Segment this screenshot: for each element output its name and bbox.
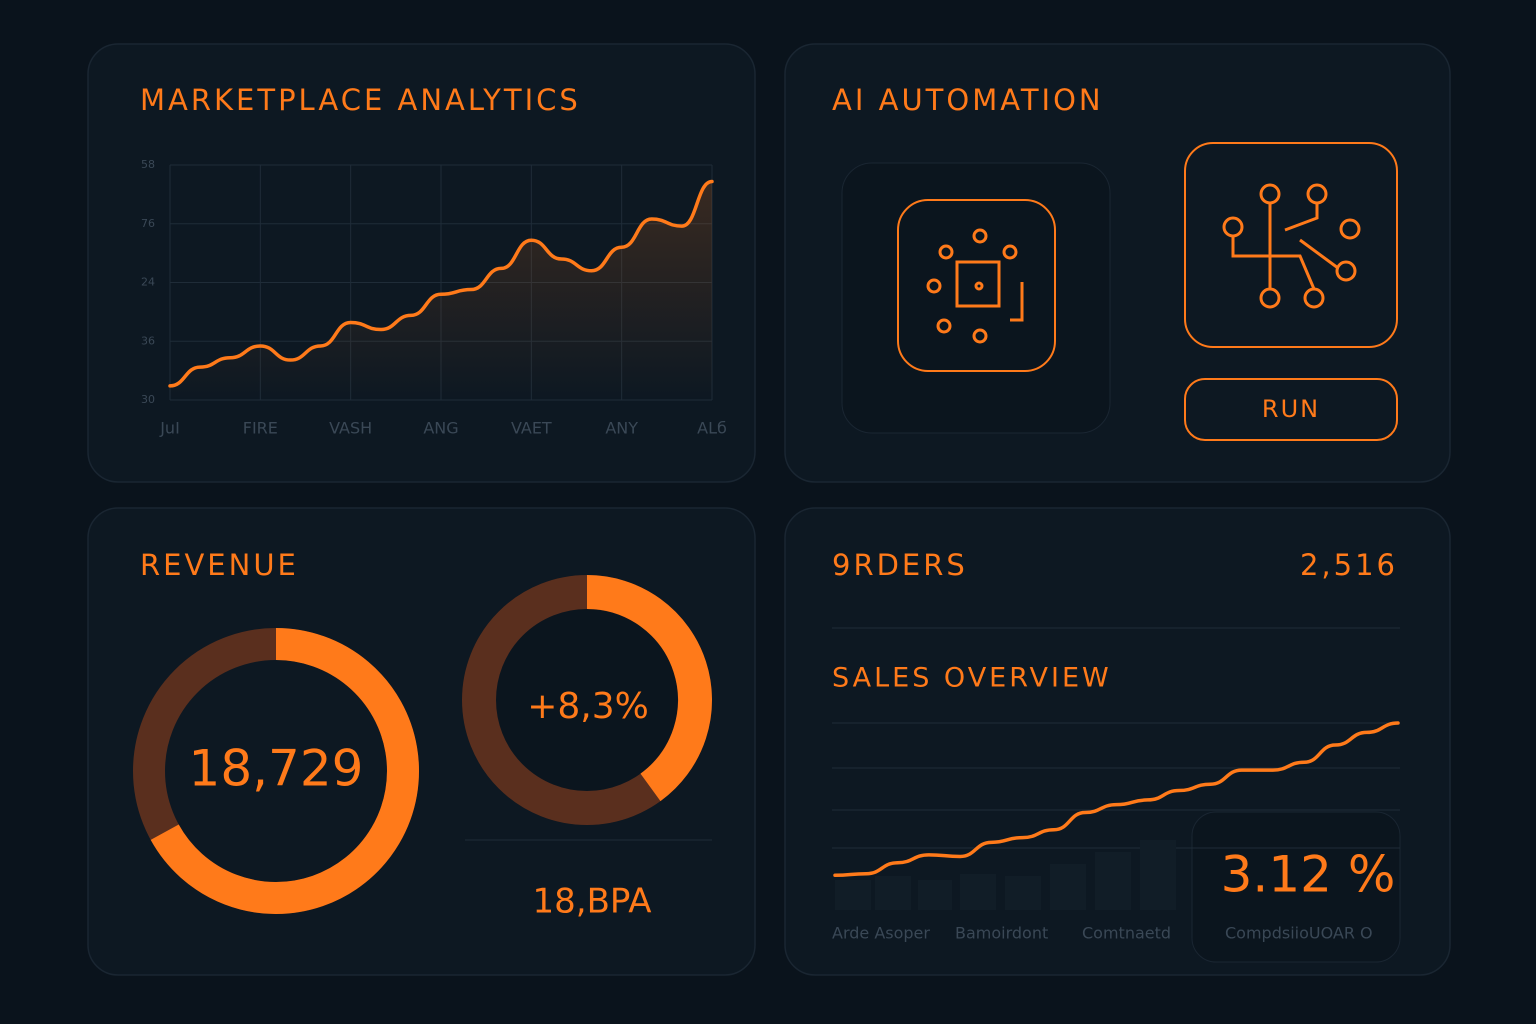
y-tick-label: 58 (141, 158, 155, 171)
x-tick-label: ALб (697, 419, 727, 438)
bar-decoration (875, 876, 911, 910)
button-label[interactable]: RUN (1262, 395, 1320, 423)
line (168, 179, 714, 388)
bar-decoration (1095, 852, 1131, 910)
conversion-rate: 3.12 % (1221, 846, 1396, 904)
bar-decoration (918, 880, 952, 910)
y-tick-label: 30 (141, 393, 155, 406)
x-tick-label: FIRE (243, 419, 278, 438)
revenue-change: +8,3% (527, 686, 649, 727)
orders-count: 2,516 (1300, 548, 1398, 582)
icon-card (841, 162, 1111, 434)
x-tick-label: VAET (511, 419, 552, 438)
run-button[interactable] (1184, 378, 1398, 441)
chip-icon (926, 228, 1024, 344)
x-tick-label: JuI (159, 419, 180, 438)
footer-label: Arde Asoper (832, 924, 930, 943)
line (833, 721, 1400, 878)
section-title: SALES OVERVIEW (832, 663, 1112, 694)
panel-title: AI AUTOMATION (832, 83, 1104, 117)
x-tick-label: VASH (329, 419, 372, 438)
area (170, 181, 712, 400)
donut-shadow (462, 575, 712, 825)
bar-decoration (1050, 864, 1086, 910)
revenue-total: 18,729 (189, 740, 364, 798)
footer-label: CompdsiioUOAR O (1225, 924, 1373, 943)
footer-label: Bamoirdont (955, 924, 1048, 943)
panel-title: REVENUE (140, 548, 299, 582)
revenue-footer: 18,BPA (533, 882, 652, 922)
network-icon (1222, 183, 1361, 309)
y-tick-label: 76 (141, 217, 155, 230)
rate-card (1191, 811, 1401, 963)
x-tick-label: ANG (423, 419, 458, 438)
icon-frame (897, 199, 1056, 372)
footer-label: Comtnaetd (1082, 924, 1171, 943)
bar-decoration (835, 880, 871, 910)
icon-frame (1184, 142, 1398, 348)
x-tick-label: ANY (605, 419, 638, 438)
panel-title: MARKETPLACE ANALYTICS (140, 83, 581, 117)
bar-decoration (960, 874, 996, 910)
y-tick-label: 36 (141, 334, 155, 347)
panel-title: 9RDERS (832, 548, 968, 582)
bar-decoration (1005, 876, 1041, 910)
donut-arc (586, 575, 712, 802)
donut-arc (150, 628, 419, 914)
bar-decoration (1140, 840, 1176, 910)
y-tick-label: 24 (141, 276, 155, 289)
